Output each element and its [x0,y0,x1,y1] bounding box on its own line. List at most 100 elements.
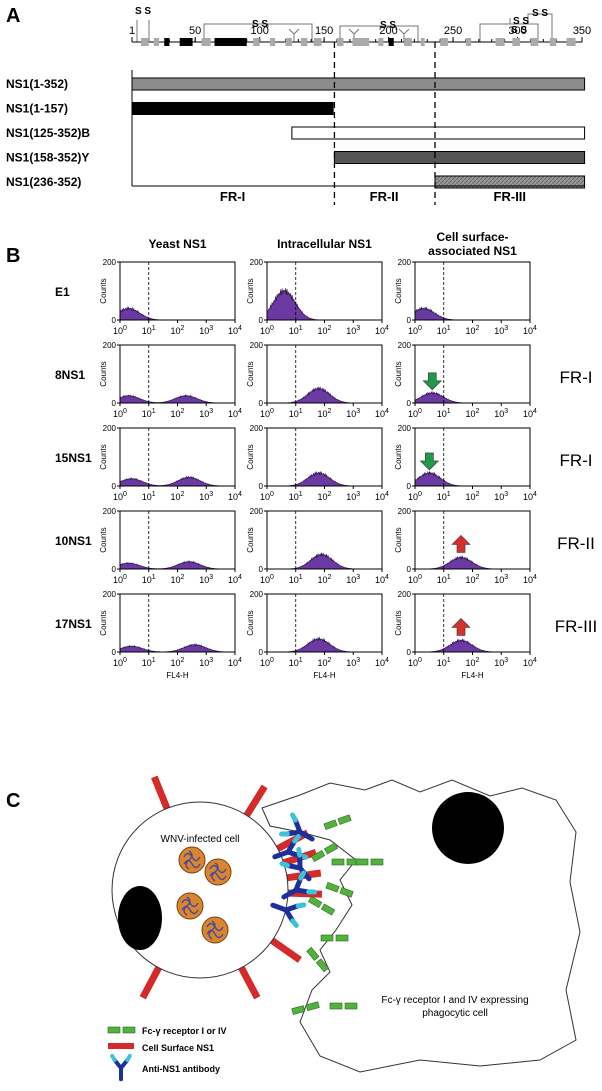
x-tick-exponent: 0 [418,574,422,581]
x-tick-base: 10 [375,658,385,668]
domain-box [313,38,322,46]
x-tick-exponent: 1 [299,657,303,664]
construct-label: NS1(125-352)B [6,126,90,140]
x-tick-label: 102 [318,325,332,336]
x-tick-exponent: 1 [299,408,303,415]
x-tick-label: 104 [375,574,389,585]
x-tick-label: 104 [375,325,389,336]
region-label: FR-III [494,189,527,204]
x-tick-label: 104 [375,408,389,419]
histogram [415,554,530,570]
x-tick-label: 103 [346,491,360,502]
x-axis-label: FL4-H [166,671,188,680]
antibody-tips [110,1053,132,1062]
x-tick-base: 10 [346,575,356,585]
y-tick-label: 200 [398,258,412,267]
disulfide-label: S S [511,25,527,36]
receptor-part [370,858,384,866]
arrow [422,372,442,391]
x-tick-base: 10 [408,492,418,502]
x-tick-base: 10 [437,326,447,336]
panel-label: B [6,245,20,267]
antibody-body [112,1057,130,1082]
domain-box [378,38,384,46]
histogram [119,643,235,653]
x-tick-base: 10 [171,575,181,585]
x-tick-exponent: 0 [418,408,422,415]
x-tick-exponent: 2 [181,574,185,581]
domain-box [512,38,521,46]
x-tick-label: 100 [260,408,274,419]
antibody [110,1053,132,1082]
x-tick-label: 101 [289,491,303,502]
x-tick-base: 10 [260,492,270,502]
x-tick-base: 10 [289,409,299,419]
x-tick-exponent: 4 [533,574,537,581]
y-axis-label: Counts [246,527,255,552]
domain-box [214,38,247,46]
x-tick-base: 10 [437,575,447,585]
receptor-part [291,1005,306,1015]
y-tick-label: 0 [112,565,117,574]
x-tick-base: 10 [142,409,152,419]
y-axis-label: Counts [246,444,255,469]
arrow [451,617,471,636]
cell-surface-ns1 [237,964,261,1000]
phagocyte-label: phagocytic cell [422,1008,488,1019]
x-tick-label: 102 [171,325,185,336]
y-tick-label: 200 [103,341,117,350]
x-tick-exponent: 3 [504,408,508,415]
x-tick-exponent: 0 [123,408,127,415]
x-tick-exponent: 2 [328,408,332,415]
x-tick-label: 103 [346,574,360,585]
x-tick-exponent: 0 [270,574,274,581]
x-tick-base: 10 [199,658,209,668]
x-tick-exponent: 4 [385,408,389,415]
x-tick-label: 102 [318,574,332,585]
x-tick-exponent: 1 [447,574,451,581]
y-tick-label: 200 [250,424,264,433]
domain-box [566,38,576,46]
y-tick-label: 0 [112,482,117,491]
x-tick-base: 10 [113,492,123,502]
x-tick-base: 10 [228,492,238,502]
x-tick-label: 104 [375,491,389,502]
x-tick-exponent: 4 [238,657,242,664]
receptor [310,842,339,863]
x-tick-label: 103 [199,325,213,336]
x-tick-base: 10 [199,575,209,585]
histogram [267,471,382,487]
x-tick-base: 10 [113,409,123,419]
histogram [267,636,382,653]
ruler-tick-label: 150 [315,25,333,37]
x-tick-exponent: 4 [533,408,537,415]
x-tick-label: 102 [466,408,480,419]
x-tick-label: 100 [260,491,274,502]
domain-box [465,38,472,46]
histogram [119,394,235,404]
x-tick-base: 10 [494,575,504,585]
x-tick-base: 10 [466,326,476,336]
x-tick-exponent: 4 [238,325,242,332]
domain-box [201,38,211,46]
panel-label: C [6,790,20,812]
x-tick-label: 103 [199,574,213,585]
x-tick-base: 10 [113,658,123,668]
disulfide-brackets [136,13,553,42]
ruler-tick-label: 100 [250,25,268,37]
domain-box [549,38,557,46]
x-tick-exponent: 3 [504,574,508,581]
receptor-part [331,858,345,866]
x-tick-exponent: 3 [504,325,508,332]
x-tick-exponent: 3 [209,408,213,415]
disulfide-label: S S [252,19,268,30]
receptor-part [307,895,323,909]
domain-box [420,38,425,46]
x-tick-label: 104 [523,325,537,336]
x-tick-base: 10 [260,409,270,419]
cell-surface-ns1 [268,936,302,963]
y-tick-label: 0 [259,482,264,491]
x-tick-exponent: 2 [476,491,480,498]
histogram [119,560,235,570]
x-tick-base: 10 [523,658,533,668]
